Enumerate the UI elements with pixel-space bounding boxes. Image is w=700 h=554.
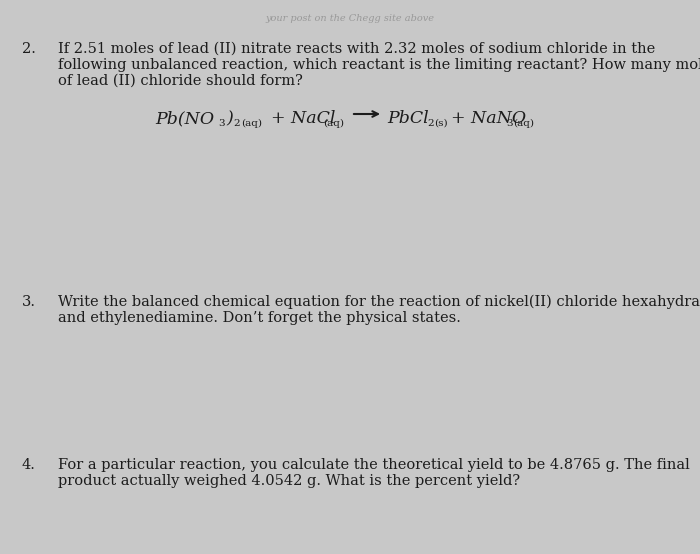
Text: of lead (II) chloride should form?: of lead (II) chloride should form? — [58, 74, 303, 88]
Text: 3: 3 — [218, 119, 225, 128]
Text: 4.: 4. — [22, 458, 36, 472]
Text: product actually weighed 4.0542 g. What is the percent yield?: product actually weighed 4.0542 g. What … — [58, 474, 520, 488]
Text: 3: 3 — [506, 119, 512, 128]
Text: Write the balanced chemical equation for the reaction of nickel(II) chloride hex: Write the balanced chemical equation for… — [58, 295, 700, 309]
Text: (aq): (aq) — [323, 119, 344, 128]
Text: For a particular reaction, you calculate the theoretical yield to be 4.8765 g. T: For a particular reaction, you calculate… — [58, 458, 690, 472]
Text: (aq): (aq) — [241, 119, 262, 128]
Text: 2.: 2. — [22, 42, 36, 56]
Text: and ethylenediamine. Don’t forget the physical states.: and ethylenediamine. Don’t forget the ph… — [58, 311, 461, 325]
Text: (s): (s) — [434, 119, 447, 128]
Text: + NaCl: + NaCl — [271, 110, 335, 127]
Text: Pb(NO: Pb(NO — [155, 110, 214, 127]
Text: (aq): (aq) — [513, 119, 534, 128]
Text: following unbalanced reaction, which reactant is the limiting reactant? How many: following unbalanced reaction, which rea… — [58, 58, 700, 72]
Text: 2: 2 — [233, 119, 239, 128]
Text: If 2.51 moles of lead (II) nitrate reacts with 2.32 moles of sodium chloride in : If 2.51 moles of lead (II) nitrate react… — [58, 42, 655, 56]
Text: ): ) — [226, 110, 232, 127]
Text: + NaNO: + NaNO — [451, 110, 526, 127]
Text: PbCl: PbCl — [387, 110, 428, 127]
Text: 3.: 3. — [22, 295, 36, 309]
Text: your post on the Chegg site above: your post on the Chegg site above — [265, 14, 435, 23]
Text: 2: 2 — [427, 119, 433, 128]
